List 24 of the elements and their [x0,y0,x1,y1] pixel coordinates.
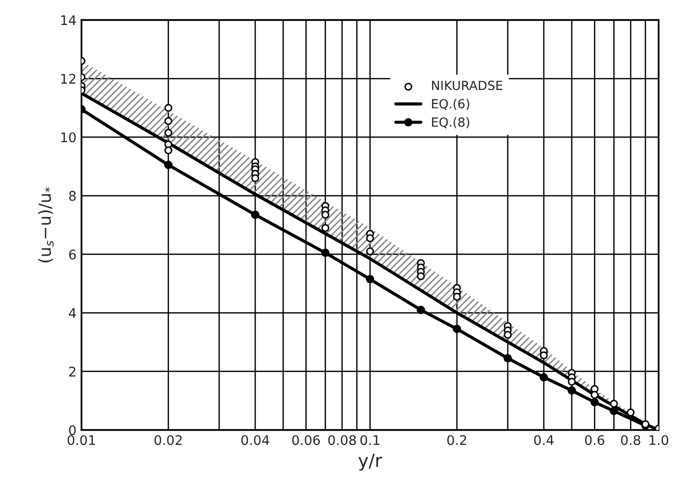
y-tick-label: 8 [69,190,76,201]
x-tick-label: 0.2 [447,435,466,446]
x-tick-label: 0.08 [328,435,356,446]
x-tick-label: 0.6 [584,435,604,446]
x-tick-label: 0.1 [360,435,380,446]
x-tick-label: 1.0 [650,435,668,446]
x-tick-label: 0.4 [534,435,554,446]
x-axis-title: y/r [358,454,382,471]
legend-label: EQ.(6) [432,98,470,110]
y-tick-label: 0 [69,425,76,436]
y-tick-label: 4 [68,308,76,318]
y-tick-label: 2 [69,366,76,376]
x-tick-label: 0.8 [621,435,640,446]
x-tick-label: 0.02 [154,435,182,446]
x-tick-label: 0.04 [241,435,270,446]
y-axis-title: (u$_{s}$−u)/u$_{*}$ [38,187,54,262]
y-tick-label: 10 [61,132,76,142]
x-tick-label: 0.06 [292,435,320,446]
y-tick-label: 12 [61,74,76,84]
legend-label: NIKURADSE [432,80,502,90]
legend-label: EQ.(8) [432,117,470,128]
x-tick-label: 0.01 [68,435,95,446]
y-tick-label: 6 [69,250,76,260]
y-tick-label: 14 [61,15,76,26]
